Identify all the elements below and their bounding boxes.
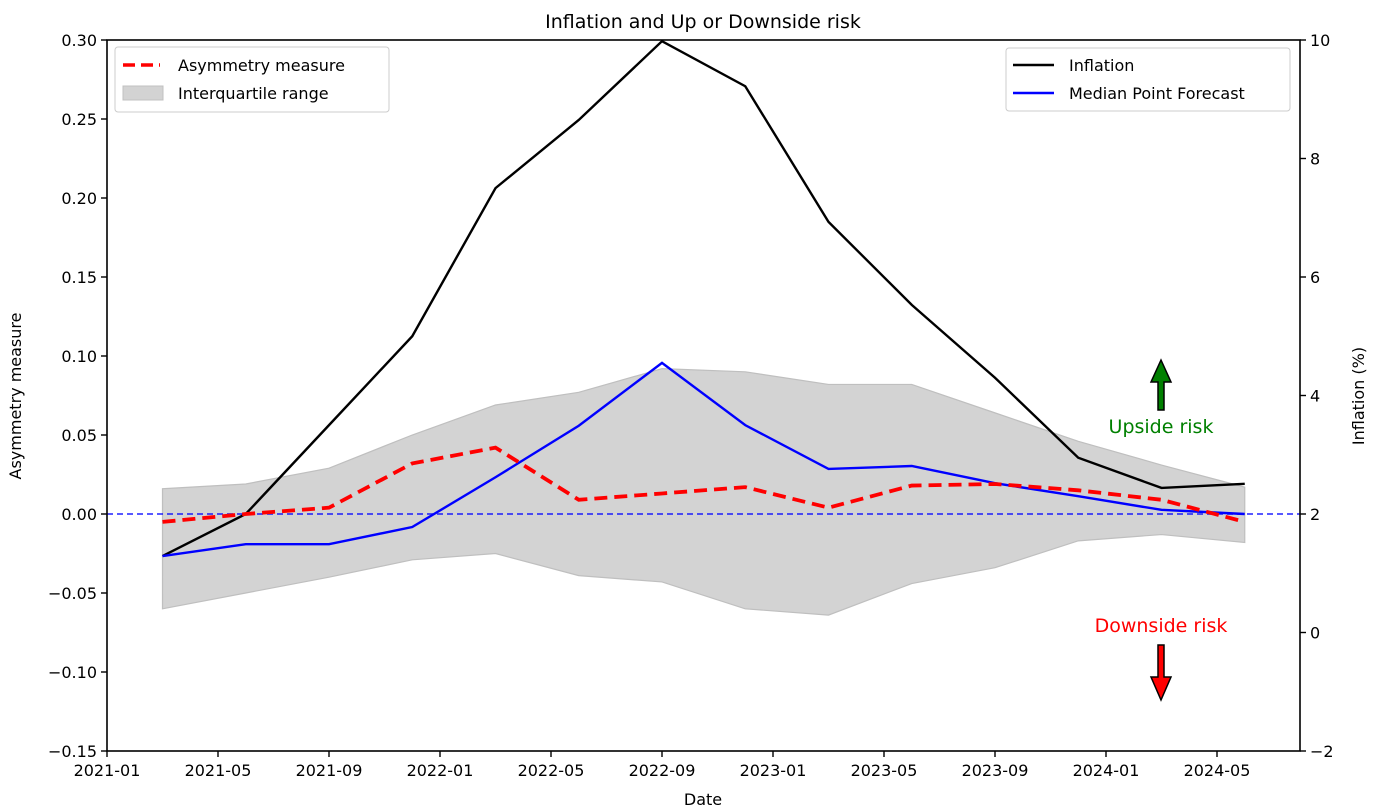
y-left-tick-label: 0.00 (61, 505, 97, 524)
median-forecast-line (162, 361, 1245, 558)
y-left-tick-label: 0.15 (61, 268, 97, 287)
y-left-tick-label: 0.25 (61, 110, 97, 129)
downside-risk-label: Downside risk (1095, 615, 1228, 637)
y-left-tick-label: −0.05 (48, 584, 97, 603)
y-right-tick-label: 2 (1310, 505, 1320, 524)
y-right-tick-label: 10 (1310, 31, 1330, 50)
legend-label-median-forecast: Median Point Forecast (1069, 84, 1245, 103)
x-axis-label: Date (684, 790, 722, 809)
x-tick-label: 2024-05 (1184, 761, 1251, 780)
y-axis-left: 0.30 0.25 0.20 0.15 0.10 0.05 0.00 −0.05 −0.10 −0… (48, 31, 107, 761)
y-axis-label-left: Asymmetry measure (6, 313, 25, 480)
median-forecast-points (162, 362, 1245, 557)
arrow-down-icon (1149, 644, 1173, 702)
y-right-tick-label: −2 (1310, 742, 1334, 761)
x-tick-label: 2024-01 (1073, 761, 1140, 780)
legend-label-asymmetry: Asymmetry measure (178, 56, 345, 75)
legend-label-inflation: Inflation (1069, 56, 1134, 75)
chart-title: Inflation and Up or Downside risk (545, 11, 861, 33)
x-tick-label: 2022-01 (407, 761, 474, 780)
x-tick-label: 2021-01 (74, 761, 141, 780)
upside-risk-label: Upside risk (1109, 416, 1214, 438)
annotation-upside: Upside risk (1109, 358, 1214, 438)
y-right-tick-label: 8 (1310, 150, 1320, 169)
x-tick-label: 2023-01 (740, 761, 807, 780)
x-axis: 2021-01 2021-05 2021-09 2022-01 2022-05 2022-… (74, 751, 1251, 780)
inflation-line (161, 39, 1245, 558)
asymmetry-line (162, 445, 1246, 524)
y-left-tick-label: 0.30 (61, 31, 97, 50)
y-right-tick-label: 0 (1310, 624, 1320, 643)
x-tick-label: 2021-09 (296, 761, 363, 780)
x-tick-label: 2022-09 (629, 761, 696, 780)
annotation-downside: Downside risk (1095, 615, 1228, 702)
y-right-tick-label: 6 (1310, 268, 1320, 287)
legend-left: Asymmetry measure Interquartile range (114, 46, 390, 113)
legend-label-iqr: Interquartile range (178, 84, 329, 103)
legend-right: Inflation Median Point Forecast (1005, 47, 1291, 112)
legend-swatch-iqr (122, 85, 164, 101)
asymmetry-points (162, 447, 1245, 522)
plot-area: 2021-01 2021-05 2021-09 2022-01 2022-05 2022-… (48, 31, 1334, 780)
y-left-tick-label: −0.15 (48, 742, 97, 761)
y-right-tick-label: 4 (1310, 387, 1320, 406)
x-tick-label: 2022-05 (518, 761, 585, 780)
x-tick-label: 2021-05 (185, 761, 252, 780)
y-left-tick-label: 0.05 (61, 426, 97, 445)
y-left-tick-label: 0.20 (61, 189, 97, 208)
y-axis-right: 10 8 6 4 2 0 −2 (1300, 31, 1334, 761)
arrow-up-icon (1149, 358, 1173, 411)
y-left-tick-label: −0.10 (48, 663, 97, 682)
y-left-tick-label: 0.10 (61, 347, 97, 366)
x-tick-label: 2023-09 (962, 761, 1029, 780)
y-axis-label-right: Inflation (%) (1349, 347, 1368, 445)
x-tick-label: 2023-05 (851, 761, 918, 780)
